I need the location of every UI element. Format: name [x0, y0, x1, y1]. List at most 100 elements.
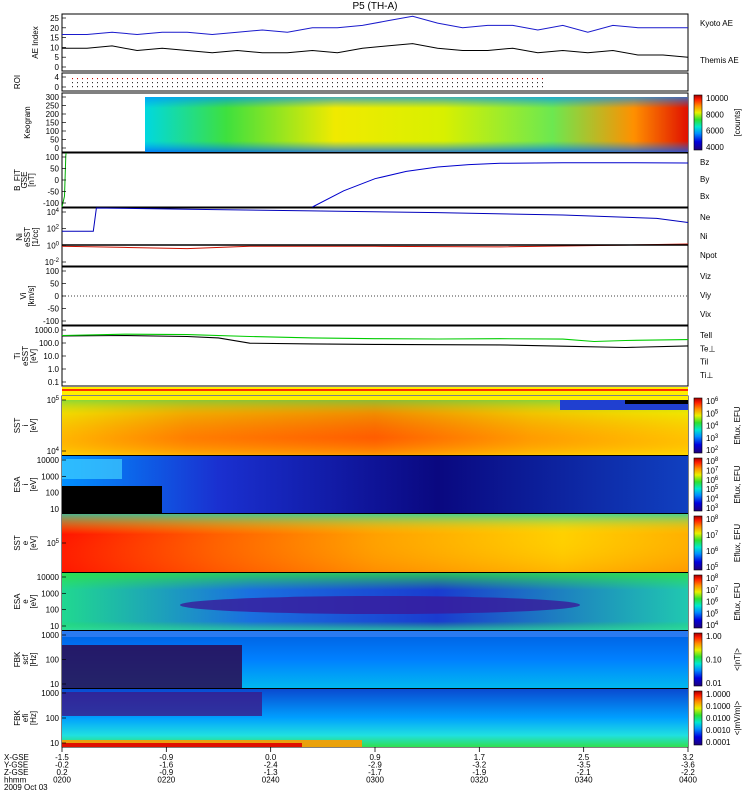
colorbar-tick-sst_ion: 104: [706, 422, 719, 431]
fbk-scm-heatmap: [62, 631, 688, 688]
series-line-density: [62, 207, 689, 232]
roi-mark: [422, 86, 423, 88]
legend-velocity-1: Viy: [700, 291, 711, 300]
footer-value: -2.4: [264, 761, 278, 770]
colorbar-tick-esa_el: 105: [706, 609, 719, 618]
roi-mark: [372, 86, 373, 88]
roi-mark: [287, 82, 288, 84]
colorbar-tick-esa_el: 104: [706, 621, 719, 630]
roi-mark: [472, 82, 473, 84]
ytick-velocity: -100: [43, 317, 60, 326]
ytick-esa_el: 100: [46, 606, 60, 615]
roi-mark: [312, 82, 313, 84]
ylabel-density: [1/cc]: [31, 227, 40, 246]
colorbar-tick-sst_ion: 106: [706, 397, 719, 406]
footer-row-label: Y-GSE: [4, 761, 28, 770]
colorbar-tick-keogram: 8000: [706, 110, 724, 119]
roi-mark: [167, 78, 168, 80]
roi-mark: [77, 78, 78, 80]
ytick-velocity: 0: [55, 292, 60, 301]
roi-mark: [207, 86, 208, 88]
ytick-sst_ion: 104: [47, 447, 60, 456]
roi-mark: [427, 82, 428, 84]
footer-value: -3.2: [472, 761, 486, 770]
ytick-keogram: 200: [46, 110, 60, 119]
roi-mark: [322, 82, 323, 84]
panel-frame-density: [61, 207, 689, 267]
ytick-temperature: 1.0: [48, 365, 60, 374]
roi-mark: [492, 86, 493, 88]
roi-mark: [197, 82, 198, 84]
ytick-esa_el: 10000: [37, 573, 60, 582]
ylabel-esa_el: [eV]: [29, 594, 38, 608]
legend-bfield-2: Bx: [700, 192, 709, 201]
roi-mark: [477, 82, 478, 84]
roi-mark: [187, 86, 188, 88]
roi-mark: [422, 78, 423, 80]
colorbar-tick-fbk_scm: 0.10: [706, 656, 722, 665]
roi-mark: [77, 82, 78, 84]
footer-value: 2.5: [578, 753, 590, 762]
roi-mark: [227, 86, 228, 88]
esa-electron-heatmap: [62, 573, 688, 630]
ylabel-temperature: eSST: [21, 346, 30, 366]
roi-mark: [462, 86, 463, 88]
ytick-fbk_efi: 100: [46, 714, 60, 723]
footer-value: -1.6: [159, 761, 173, 770]
colorbar-tick-sst_el: 107: [706, 531, 719, 540]
roi-mark: [442, 78, 443, 80]
roi-mark: [307, 82, 308, 84]
ytick-esa_el: 1000: [41, 589, 59, 598]
roi-mark: [167, 82, 168, 84]
roi-mark: [542, 86, 543, 88]
panel-frame-temperature: [61, 325, 689, 387]
roi-mark: [457, 82, 458, 84]
roi-mark: [112, 82, 113, 84]
ytick-density: 100: [47, 241, 60, 250]
ytick-ae: 5: [55, 53, 60, 62]
roi-mark: [82, 78, 83, 80]
roi-mark: [267, 82, 268, 84]
ylabel-velocity: Vi: [19, 292, 28, 299]
roi-mark: [312, 86, 313, 88]
roi-mark: [437, 86, 438, 88]
footer-row-label: Z-GSE: [4, 768, 28, 777]
roi-mark: [302, 82, 303, 84]
ytick-keogram: 0: [55, 144, 60, 153]
colorbar-tick-fbk_efi: 0.1000: [706, 702, 731, 711]
roi-mark: [327, 78, 328, 80]
colorbar-label-esa_el: Eflux, EFU: [733, 582, 742, 620]
footer-value: -2.1: [577, 768, 591, 777]
roi-mark: [162, 78, 163, 80]
ylabel-fbk_efi: efi: [21, 714, 30, 723]
roi-mark: [412, 78, 413, 80]
legend-ae-0: Kyoto AE: [700, 19, 733, 28]
ylabel-sst_ion: [eV]: [29, 418, 38, 432]
roi-mark: [72, 78, 73, 80]
roi-mark: [482, 86, 483, 88]
roi-mark: [362, 86, 363, 88]
ytick-temperature: 1000.0: [35, 326, 60, 335]
roi-mark: [107, 78, 108, 80]
colorbar-label-keogram: [counts]: [733, 108, 742, 136]
roi-mark: [272, 78, 273, 80]
roi-mark: [507, 86, 508, 88]
colorbar-label-fbk_efi: <|mV/m|>: [733, 700, 742, 735]
colorbar-tick-sst_el: 105: [706, 563, 719, 572]
roi-mark: [427, 86, 428, 88]
roi-mark: [237, 82, 238, 84]
roi-mark: [377, 82, 378, 84]
colorbar-tick-esa_ion: 103: [706, 504, 719, 513]
roi-mark: [477, 78, 478, 80]
roi-mark: [97, 78, 98, 80]
roi-mark: [137, 78, 138, 80]
roi-mark: [367, 86, 368, 88]
ytick-density: 10-2: [45, 258, 60, 267]
roi-mark: [487, 86, 488, 88]
roi-mark: [347, 86, 348, 88]
ylabel-bfield: B_FIT: [13, 169, 22, 191]
roi-mark: [252, 86, 253, 88]
ylabel-sst_ion: SST: [13, 418, 22, 434]
colorbar-tick-sst_ion: 102: [706, 446, 719, 455]
ylabel-roi: ROI: [13, 75, 22, 89]
